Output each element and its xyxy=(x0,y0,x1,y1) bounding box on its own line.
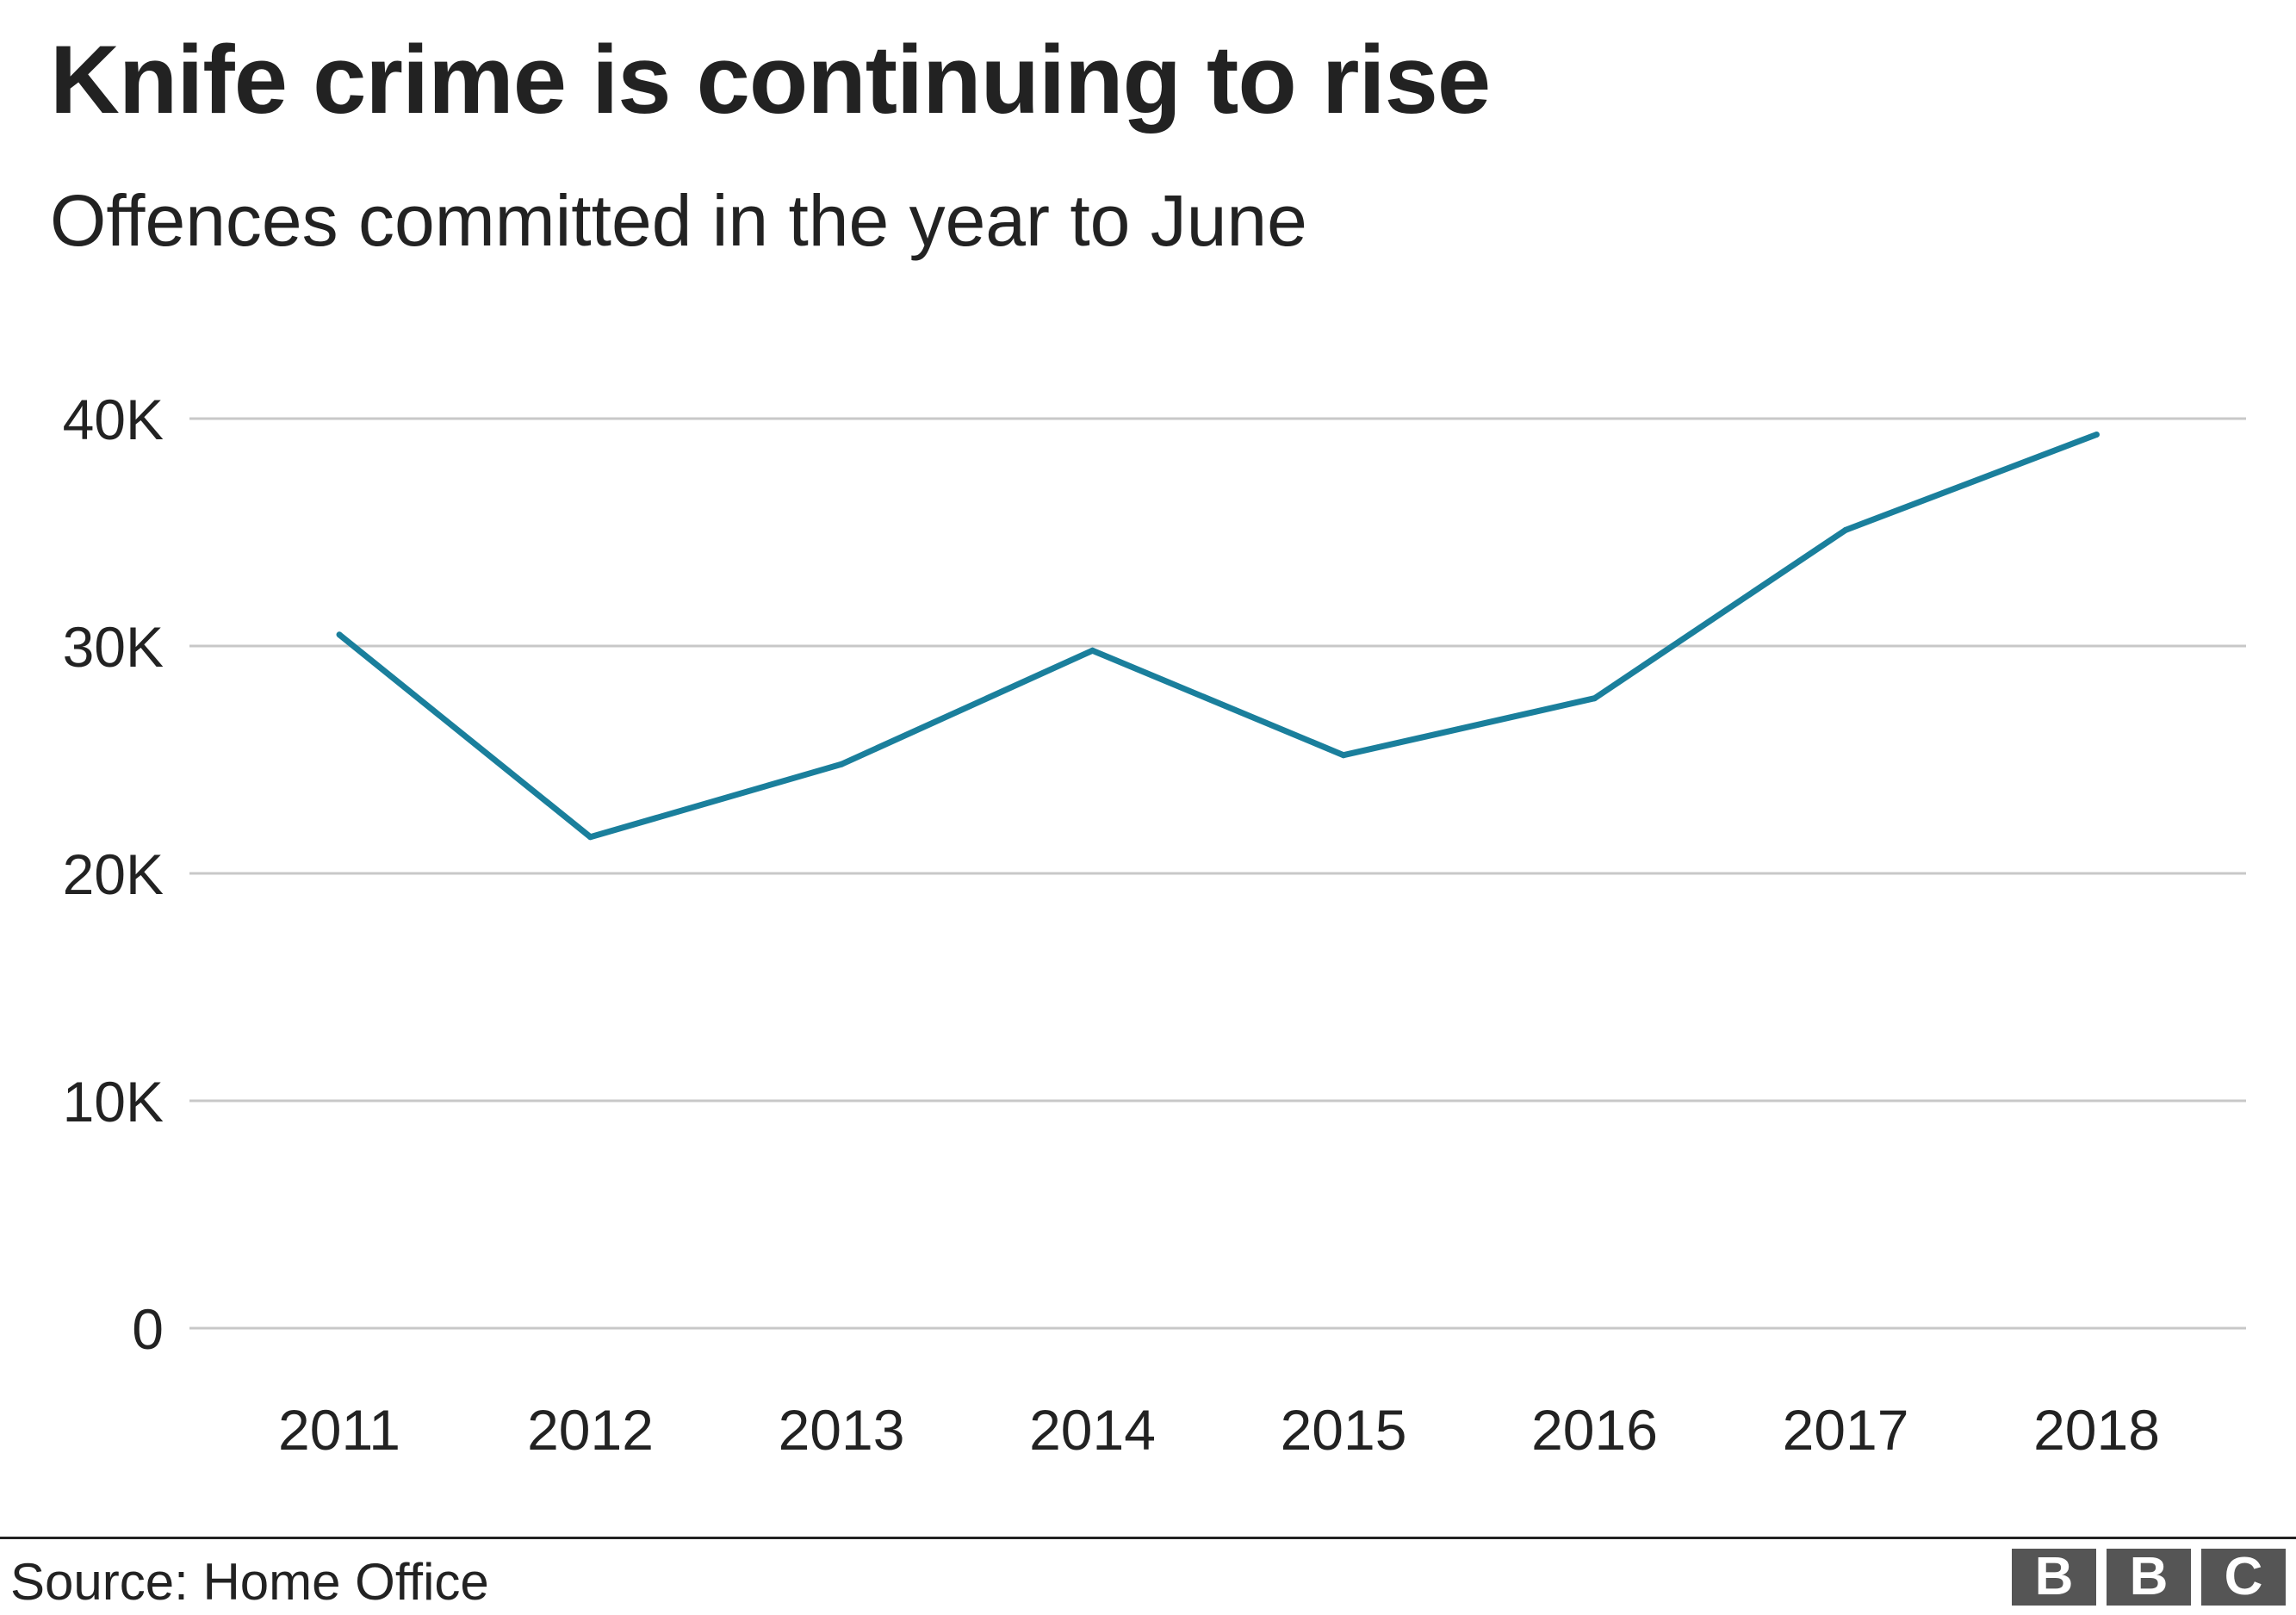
x-tick-label: 2018 xyxy=(2033,1398,2160,1462)
chart-title: Knife crime is continuing to rise xyxy=(50,26,1491,134)
x-tick-label: 2015 xyxy=(1281,1398,1407,1462)
bbc-logo: B B C xyxy=(2012,1549,2286,1606)
data-point xyxy=(587,834,593,841)
data-point xyxy=(2094,431,2100,438)
x-tick-label: 2016 xyxy=(1531,1398,1658,1462)
series-line xyxy=(337,432,2098,841)
logo-letter: B xyxy=(2107,1549,2191,1606)
source-note: Source: Home Office xyxy=(10,1553,489,1611)
y-tick-label: 20K xyxy=(63,842,164,906)
data-point xyxy=(336,631,343,638)
data-point xyxy=(1842,526,1849,533)
logo-letter: B xyxy=(2012,1549,2096,1606)
y-tick-label: 30K xyxy=(63,615,164,679)
y-tick-label: 0 xyxy=(132,1297,164,1361)
chart-subtitle: Offences committed in the year to June xyxy=(50,180,1307,261)
data-point xyxy=(1089,647,1095,654)
x-tick-label: 2012 xyxy=(527,1398,654,1462)
x-tick-label: 2013 xyxy=(779,1398,905,1462)
data-point xyxy=(838,761,845,767)
data-point xyxy=(1340,752,1347,759)
logo-letter: C xyxy=(2201,1549,2286,1606)
line-chart: 0 10K 20K 30K 40K 2011 2012 2013 2014 2015 2016 201… xyxy=(63,388,2246,1462)
y-tick-label: 10K xyxy=(63,1070,164,1134)
x-tick-label: 2017 xyxy=(1783,1398,1909,1462)
data-point xyxy=(1592,695,1598,702)
footer-divider xyxy=(0,1537,2296,1539)
y-tick-label: 40K xyxy=(63,388,164,451)
x-tick-label: 2011 xyxy=(278,1398,400,1462)
x-tick-label: 2014 xyxy=(1029,1398,1156,1462)
